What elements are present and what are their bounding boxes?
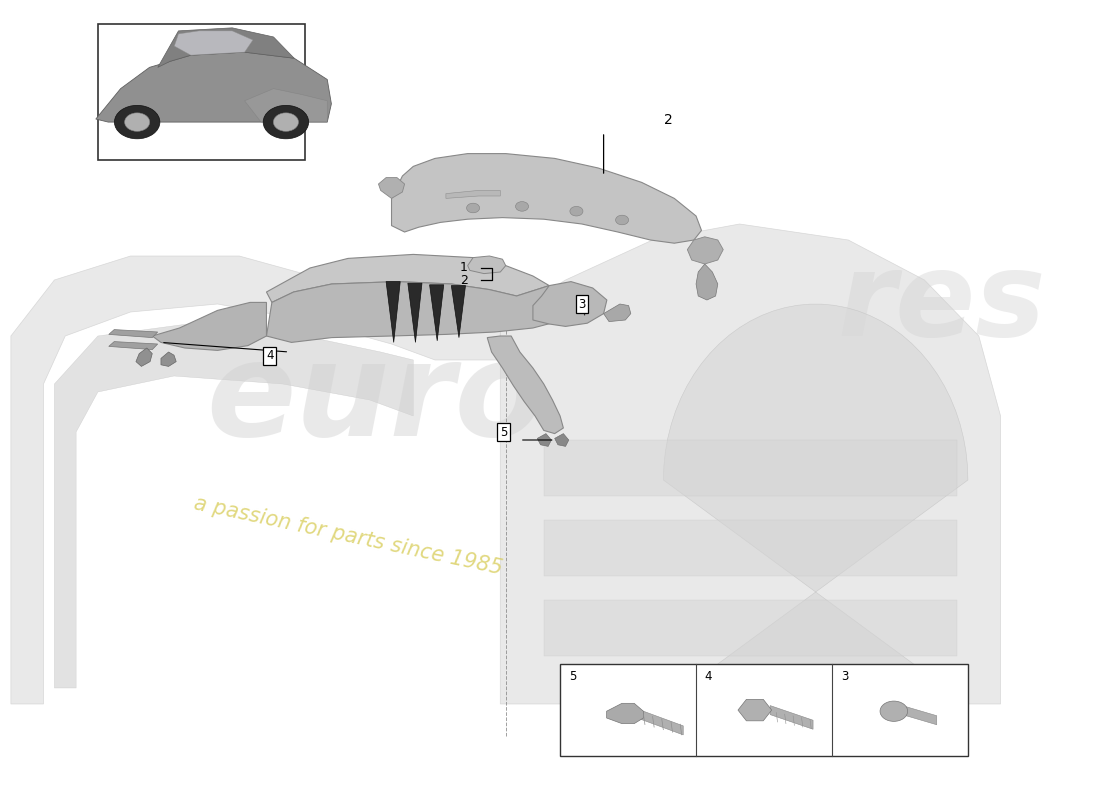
Polygon shape [109,330,157,338]
Polygon shape [554,434,569,446]
Text: res: res [837,246,1046,362]
Polygon shape [244,89,328,122]
Text: 4: 4 [705,670,712,683]
Polygon shape [408,283,422,342]
Polygon shape [174,31,253,55]
Circle shape [114,106,160,138]
Polygon shape [430,285,443,341]
Text: 3: 3 [579,298,585,310]
Bar [543,600,957,656]
Circle shape [880,701,907,722]
Polygon shape [487,336,563,434]
Polygon shape [392,154,702,243]
Polygon shape [451,286,465,338]
Polygon shape [606,703,643,724]
Polygon shape [468,256,506,274]
Text: euro: euro [207,337,546,463]
Polygon shape [532,282,607,326]
Polygon shape [537,434,551,446]
Circle shape [274,113,298,131]
Polygon shape [378,178,405,198]
Polygon shape [109,342,157,350]
Polygon shape [266,254,549,302]
Text: 2: 2 [664,113,673,127]
Polygon shape [136,348,152,366]
Circle shape [466,203,480,213]
Polygon shape [386,282,400,342]
Bar [98,24,305,160]
Circle shape [616,215,628,225]
Polygon shape [906,706,937,725]
Polygon shape [96,52,331,122]
Text: 1: 1 [460,261,467,274]
Text: 3: 3 [840,670,848,683]
Polygon shape [446,190,501,198]
Polygon shape [152,302,266,350]
Polygon shape [640,710,683,735]
Polygon shape [696,264,718,300]
Polygon shape [54,320,414,688]
Polygon shape [688,237,723,264]
Polygon shape [11,256,500,704]
Polygon shape [663,304,968,704]
Text: 5: 5 [499,426,507,438]
Polygon shape [604,304,630,322]
Text: a passion for parts since 1985: a passion for parts since 1985 [191,494,504,578]
Polygon shape [500,224,1001,704]
Text: 2: 2 [460,274,467,287]
Polygon shape [770,706,813,730]
Circle shape [516,202,529,211]
Polygon shape [738,699,772,721]
Bar [560,664,968,756]
Text: 5: 5 [569,670,576,683]
Circle shape [124,113,150,131]
Bar [543,520,957,576]
Circle shape [263,106,309,138]
Polygon shape [266,282,576,342]
Circle shape [570,206,583,216]
Text: 4: 4 [266,350,274,362]
Bar [543,440,957,496]
Polygon shape [161,352,176,366]
Polygon shape [157,28,294,67]
